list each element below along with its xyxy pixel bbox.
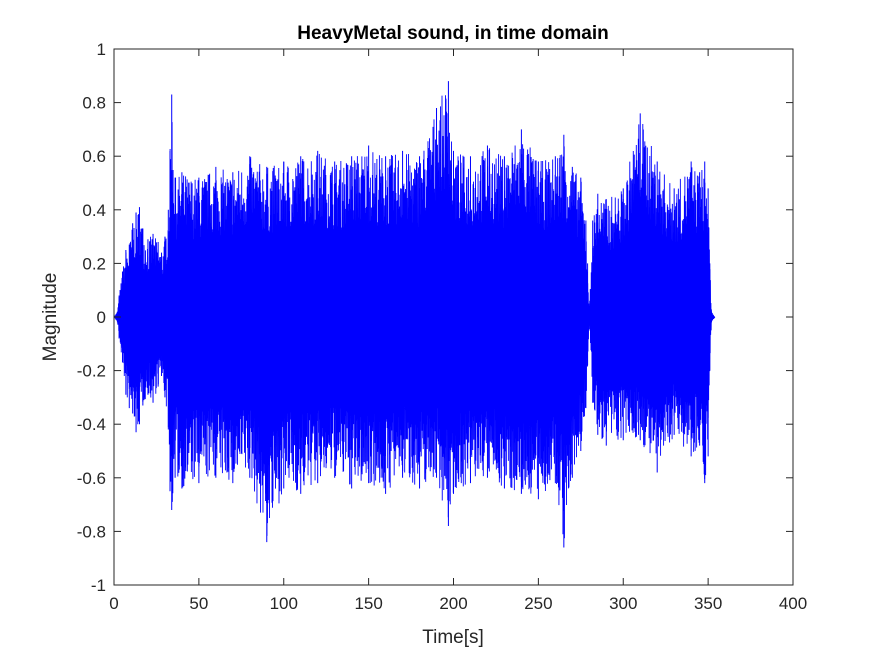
y-axis-label: Magnitude — [40, 273, 61, 362]
x-tick-label: 400 — [779, 594, 807, 613]
x-tick-label: 0 — [109, 594, 118, 613]
x-tick-label: 100 — [270, 594, 298, 613]
x-tick-label: 350 — [694, 594, 722, 613]
y-tick-label: 0.2 — [82, 254, 106, 273]
waveform — [113, 81, 716, 548]
waveform-peaks — [116, 81, 713, 548]
y-tick-label: 0.8 — [82, 94, 106, 113]
x-tick-labels: 0 50 100 150 200 250 300 350 400 — [109, 594, 807, 613]
x-tick-label: 200 — [439, 594, 467, 613]
waveform-line — [113, 95, 716, 539]
y-tick-label: 0.6 — [82, 147, 106, 166]
y-tick-label: -1 — [91, 576, 106, 595]
x-tick-label: 150 — [354, 594, 382, 613]
y-tick-label: -0.4 — [77, 415, 106, 434]
y-tick-label: 0 — [97, 308, 106, 327]
chart-title: HeavyMetal sound, in time domain — [297, 23, 608, 44]
y-tick-label: 1 — [97, 40, 106, 59]
x-tick-label: 250 — [524, 594, 552, 613]
x-tick-label: 300 — [609, 594, 637, 613]
y-tick-label: 0.4 — [82, 201, 106, 220]
y-tick-label: -0.6 — [77, 469, 106, 488]
y-tick-label: -0.8 — [77, 522, 106, 541]
x-axis-label: Time[s] — [422, 627, 484, 648]
y-tick-label: -0.2 — [77, 362, 106, 381]
x-tick-label: 50 — [189, 594, 208, 613]
y-tick-labels: -1 -0.8 -0.6 -0.4 -0.2 0 0.2 0.4 0.6 0.8 1 — [77, 40, 106, 595]
plot-frame — [113, 48, 794, 586]
